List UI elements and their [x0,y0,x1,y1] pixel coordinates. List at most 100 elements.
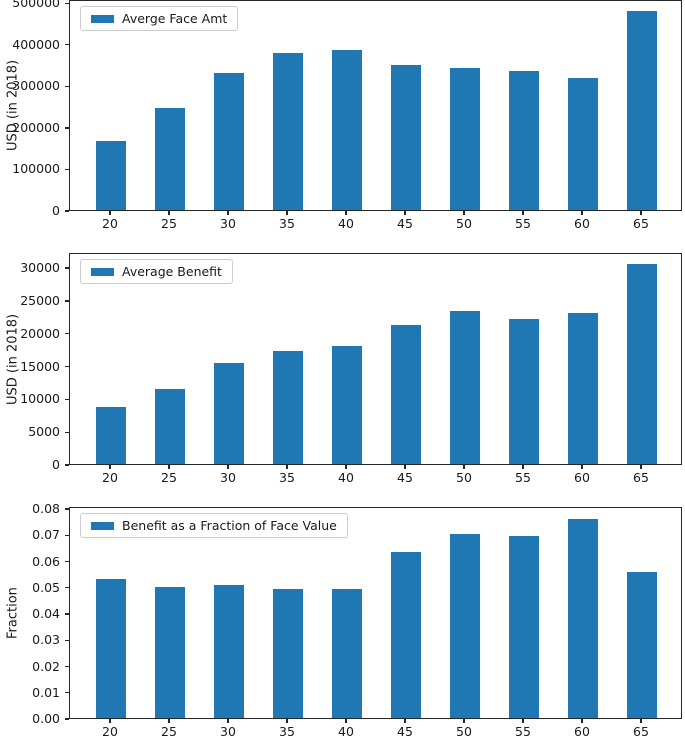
x-tick-mark [168,211,170,215]
x-tick-mark [227,465,229,469]
legend-swatch [91,14,114,23]
x-tick-label: 40 [338,470,354,485]
x-tick-mark [640,465,642,469]
x-axis: 20 25 30 35 40 45 50 55 60 65 [0,465,685,489]
x-tick-label: 35 [279,216,295,231]
x-tick-label: 20 [102,724,118,739]
y-tick-label: 0.01 [32,684,60,700]
x-tick-label: 65 [633,216,649,231]
y-tick-label: 25000 [20,292,60,308]
x-tick-label: 55 [515,216,531,231]
x-tick-label: 50 [456,216,472,231]
y-tick-label: 5000 [28,424,60,440]
x-tick-label: 30 [220,470,236,485]
bar-35 [273,52,303,210]
x-tick-mark [109,719,111,723]
y-tick-mark [65,267,69,269]
x-tick-mark [522,211,524,215]
x-tick-label: 55 [515,724,531,739]
x-tick-mark [109,465,111,469]
x-tick-mark [581,211,583,215]
bar-65 [627,10,657,210]
y-tick-label: 0.07 [32,527,60,543]
x-tick-mark [404,211,406,215]
x-tick-label: 65 [633,470,649,485]
y-axis: 0.00 0.01 0.02 0.03 0.04 0.05 0.06 0.07 0.08 [0,502,69,726]
bar-50 [450,68,480,210]
bar-35 [273,588,303,718]
y-tick-label: 0 [52,203,60,218]
x-tick-label: 55 [515,470,531,485]
legend: Average Benefit [80,259,233,284]
x-tick-mark [463,211,465,215]
legend: Benefit as a Fraction of Face Value [80,513,348,538]
y-tick-label: 0.08 [32,501,60,517]
x-tick-label: 20 [102,470,118,485]
y-tick-label: 0 [52,457,60,472]
bar-60 [568,77,598,210]
legend-label: Benefit as a Fraction of Face Value [122,518,337,533]
bar-40 [332,588,362,718]
y-tick-label: 30000 [20,260,60,276]
x-tick-label: 45 [397,470,413,485]
bars-container [70,508,681,718]
bar-50 [450,534,480,718]
bar-65 [627,264,657,464]
y-axis: 0 5000 10000 15000 20000 25000 30000 [0,253,69,472]
x-tick-mark [522,465,524,469]
x-tick-mark [404,465,406,469]
plot-area: Benefit as a Fraction of Face Value [69,507,682,719]
x-axis: 20 25 30 35 40 45 50 55 60 65 [0,719,685,743]
x-tick-label: 50 [456,470,472,485]
y-tick-mark [65,718,69,720]
plot-area: Averge Face Amt [69,0,682,211]
x-tick-mark [522,719,524,723]
x-tick-label: 20 [102,216,118,231]
x-tick-label: 40 [338,724,354,739]
bar-25 [155,587,185,718]
y-tick-mark [65,333,69,335]
y-tick-mark [65,431,69,433]
x-tick-label: 60 [574,470,590,485]
x-tick-label: 25 [161,216,177,231]
y-tick-mark [65,44,69,46]
bar-40 [332,345,362,464]
bar-25 [155,108,185,210]
x-tick-mark [345,465,347,469]
legend-swatch [91,267,114,276]
x-tick-label: 30 [220,216,236,231]
bar-20 [96,141,126,210]
x-tick-mark [404,719,406,723]
x-tick-label: 45 [397,724,413,739]
x-tick-mark [463,719,465,723]
y-tick-mark [65,560,69,563]
y-tick-mark [65,2,69,4]
chart-average-benefit: USD (in 2018) 0 5000 10000 15000 20000 25000 3… [0,253,685,489]
y-tick-label: 0.02 [32,658,60,674]
y-axis: 0 100000 200000 300000 400000 500000 [0,0,69,218]
bar-45 [391,65,421,210]
y-tick-label: 0.03 [32,632,60,648]
x-tick-label: 35 [279,470,295,485]
bars-container [70,254,681,464]
x-tick-mark [168,719,170,723]
y-tick-mark [65,665,69,668]
bar-55 [509,319,539,464]
bar-30 [214,362,244,464]
chart-benefit-fraction-of-face-value: Fraction 0.00 0.01 0.02 0.03 0.04 0.05 0.06 0.0… [0,502,685,739]
y-tick-label: 0.06 [32,553,60,569]
legend-label: Averge Face Amt [122,11,228,26]
y-tick-mark [65,587,69,589]
bar-65 [627,571,657,718]
x-tick-mark [227,211,229,215]
bar-25 [155,389,185,464]
bar-60 [568,313,598,464]
bar-50 [450,310,480,464]
y-tick-label: 20000 [20,325,60,341]
y-tick-label: 15000 [20,358,60,374]
x-tick-mark [581,465,583,469]
x-tick-label: 60 [574,724,590,739]
y-tick-label: 300000 [12,78,60,94]
x-tick-mark [286,465,288,469]
y-tick-mark [65,127,69,129]
